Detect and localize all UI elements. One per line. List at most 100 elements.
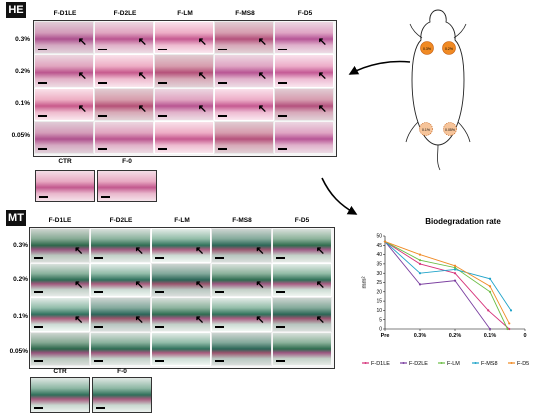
mt-image-r4-c5 bbox=[271, 331, 332, 366]
legend-label-f-ms8: F-MS8 bbox=[481, 361, 498, 367]
mt-row-header-3: 0.1% bbox=[13, 313, 28, 320]
legend-marker-f-ms8 bbox=[474, 362, 477, 364]
he-image-r2-c2: ↖ bbox=[94, 54, 154, 88]
pointer-arrow-icon: ↖ bbox=[194, 313, 205, 326]
mt-control-label-f0: F-0 bbox=[117, 368, 127, 375]
data-point-f-lm bbox=[418, 259, 422, 262]
y-axis-label: mm² bbox=[362, 277, 368, 289]
legend-label-f-d5: F-D5 bbox=[517, 361, 529, 367]
mt-image-r2-c5: ↖ bbox=[271, 262, 332, 297]
data-point-f-ms8 bbox=[509, 309, 513, 312]
he-col-header-3: F-LM bbox=[177, 10, 193, 17]
mt-col-header-5: F-D5 bbox=[294, 217, 310, 224]
implant-label-3: 0.1% bbox=[422, 128, 430, 132]
mt-row-header-1: 0.3% bbox=[13, 242, 28, 249]
pointer-arrow-icon: ↖ bbox=[315, 313, 325, 326]
pointer-arrow-icon: ↖ bbox=[317, 102, 327, 115]
mt-image-r4-c3 bbox=[150, 331, 212, 366]
implant-site-1 bbox=[420, 41, 434, 55]
mt-image-r3-c1: ↖ bbox=[30, 297, 91, 332]
he-control-image-ctr bbox=[35, 170, 95, 202]
data-point-f-d2le bbox=[418, 283, 422, 286]
he-image-r3-c2: ↖ bbox=[94, 87, 154, 121]
pointer-arrow-icon: ↖ bbox=[74, 244, 84, 257]
pointer-arrow-icon: ↖ bbox=[77, 69, 87, 82]
arrow-to-chart bbox=[321, 177, 358, 215]
x-tick-label: 0.1% bbox=[484, 333, 497, 339]
mt-control-label-ctr: CTR bbox=[53, 368, 67, 375]
legend-marker-f-d1le bbox=[364, 362, 367, 364]
x-tick-label: 0.2% bbox=[449, 333, 462, 339]
pointer-arrow-icon: ↖ bbox=[257, 69, 267, 82]
pointer-arrow-icon: ↖ bbox=[255, 279, 265, 291]
mt-image-r2-c2: ↖ bbox=[90, 262, 151, 297]
pointer-arrow-icon: ↖ bbox=[77, 102, 87, 115]
implant-site-3 bbox=[419, 122, 433, 136]
he-row-header-2: 0.2% bbox=[15, 68, 30, 75]
implant-label-2: 0.2% bbox=[445, 47, 453, 51]
mt-image-r2-c1: ↖ bbox=[30, 262, 91, 297]
mt-image-r4-c4 bbox=[211, 331, 272, 366]
he-image-r4-c1 bbox=[34, 120, 94, 154]
mouse-illustration: 0.3% 0.2% 0.1% 0.05% bbox=[405, 9, 471, 171]
he-col-header-4: F-MS8 bbox=[235, 10, 255, 17]
mt-image-r1-c5: ↖ bbox=[271, 228, 332, 263]
mt-panel-label: MT bbox=[6, 210, 26, 226]
he-row-header-4: 0.05% bbox=[11, 132, 30, 139]
pointer-arrow-icon: ↖ bbox=[315, 279, 325, 291]
data-point-f-d1le bbox=[453, 272, 457, 275]
mt-row-header-4: 0.05% bbox=[9, 348, 28, 355]
mt-image-r2-c4: ↖ bbox=[211, 262, 272, 297]
series-line-f-d1le bbox=[384, 241, 510, 330]
series-line-f-d2le bbox=[384, 241, 491, 330]
he-image-r4-c5 bbox=[274, 120, 334, 154]
data-point-f-ms8 bbox=[418, 272, 422, 275]
pointer-arrow-icon: ↖ bbox=[194, 279, 205, 291]
he-image-r2-c1: ↖ bbox=[34, 54, 94, 88]
legend-label-f-d1le: F-D1LE bbox=[371, 361, 390, 367]
legend-marker-f-lm bbox=[440, 362, 443, 364]
data-point-f-ms8 bbox=[488, 277, 492, 280]
pointer-arrow-icon: ↖ bbox=[257, 102, 267, 115]
mt-image-r3-c2: ↖ bbox=[90, 297, 151, 332]
mt-image-r3-c3: ↖ bbox=[150, 297, 212, 332]
pointer-arrow-icon: ↖ bbox=[197, 36, 207, 49]
he-control-label-f0: F-0 bbox=[122, 158, 132, 165]
he-col-header-5: F-D5 bbox=[297, 10, 313, 17]
y-tick-label: 45 bbox=[376, 243, 382, 249]
he-control-image-f0 bbox=[97, 170, 157, 202]
data-point-f-lm bbox=[453, 266, 457, 269]
pointer-arrow-icon: ↖ bbox=[77, 36, 87, 49]
pointer-arrow-icon: ↖ bbox=[315, 244, 325, 257]
mt-image-r2-c3: ↖ bbox=[150, 262, 212, 297]
he-image-r3-c3: ↖ bbox=[154, 87, 214, 121]
mt-image-r1-c1: ↖ bbox=[30, 228, 91, 263]
he-row-header-3: 0.1% bbox=[15, 100, 30, 107]
pointer-arrow-icon: ↖ bbox=[317, 69, 327, 82]
he-image-r3-c4: ↖ bbox=[214, 87, 274, 121]
mt-row-header-2: 0.2% bbox=[13, 276, 28, 283]
mt-image-r4-c2 bbox=[90, 331, 151, 366]
y-tick-label: 20 bbox=[376, 289, 382, 295]
data-point-f-d5 bbox=[488, 285, 492, 288]
mt-image-grid: ↖ ↖ ↖ ↖ ↖ ↖ ↖ ↖ ↖ ↖ ↖ ↖ ↖ ↖ ↖ bbox=[30, 228, 332, 366]
pointer-arrow-icon: ↖ bbox=[74, 279, 84, 291]
mt-col-header-3: F-LM bbox=[174, 217, 190, 224]
y-tick-label: 15 bbox=[376, 299, 382, 305]
legend-label-f-d2le: F-D2LE bbox=[409, 361, 428, 367]
mt-control-image-f0 bbox=[92, 377, 152, 413]
mt-image-r4-c1 bbox=[30, 331, 91, 366]
he-image-grid: ↖ ↖ ↖ ↖ ↖ ↖ ↖ ↖ ↖ ↖ ↖ ↖ ↖ ↖ ↖ bbox=[34, 21, 334, 154]
y-tick-label: 10 bbox=[376, 308, 382, 314]
pointer-arrow-icon: ↖ bbox=[74, 313, 84, 326]
x-tick-label: Pre bbox=[381, 333, 390, 339]
data-point-f-d5 bbox=[508, 322, 511, 325]
chart-title: Biodegradation rate bbox=[425, 217, 501, 226]
he-image-r1-c4: ↖ bbox=[214, 21, 274, 55]
mt-image-r1-c3: ↖ bbox=[150, 228, 212, 263]
he-image-r2-c5: ↖ bbox=[274, 54, 334, 88]
he-image-r4-c2 bbox=[94, 120, 154, 154]
data-point-f-d5 bbox=[418, 253, 422, 256]
mt-col-header-2: F-D2LE bbox=[109, 217, 133, 224]
